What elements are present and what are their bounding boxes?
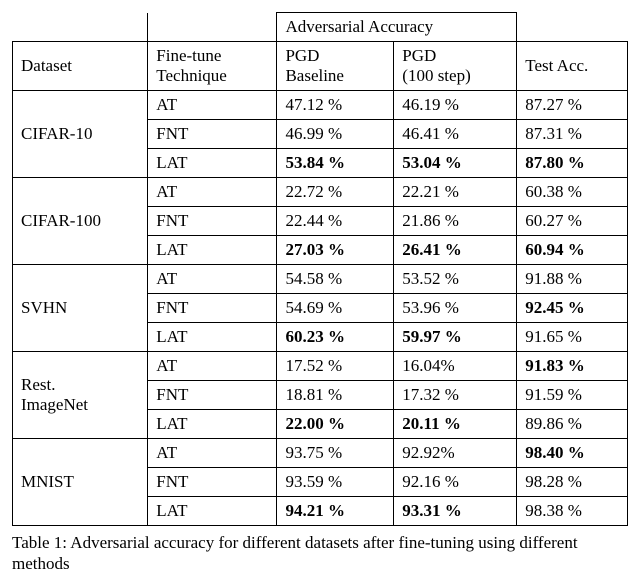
table-row: CIFAR-100AT22.72 %22.21 %60.38 % xyxy=(13,178,628,207)
technique-cell: FNT xyxy=(148,381,277,410)
pgd-baseline-cell: 22.72 % xyxy=(277,178,394,207)
pgd-baseline-cell: 17.52 % xyxy=(277,352,394,381)
pgd-baseline-cell: 93.59 % xyxy=(277,468,394,497)
technique-cell: FNT xyxy=(148,120,277,149)
dataset-name-l1: Rest. xyxy=(21,375,55,394)
technique-cell: FNT xyxy=(148,468,277,497)
test-acc-cell: 92.45 % xyxy=(517,294,628,323)
dataset-name-l2: ImageNet xyxy=(21,395,88,414)
blank-cell xyxy=(148,13,277,42)
test-acc-cell: 89.86 % xyxy=(517,410,628,439)
test-acc-cell: 91.88 % xyxy=(517,265,628,294)
pgd-100-cell: 16.04% xyxy=(394,352,517,381)
finetune-header-l2: Technique xyxy=(156,66,227,85)
technique-cell: AT xyxy=(148,352,277,381)
pgd-baseline-cell: 94.21 % xyxy=(277,497,394,526)
technique-cell: LAT xyxy=(148,323,277,352)
pgd-baseline-cell: 47.12 % xyxy=(277,91,394,120)
test-acc-header: Test Acc. xyxy=(517,42,628,91)
pgd-baseline-cell: 27.03 % xyxy=(277,236,394,265)
pgd-100-cell: 26.41 % xyxy=(394,236,517,265)
pgd-baseline-cell: 22.44 % xyxy=(277,207,394,236)
header-row-1: Adversarial Accuracy xyxy=(13,13,628,42)
pgd-baseline-header-l1: PGD xyxy=(285,46,319,65)
pgd-100-cell: 92.16 % xyxy=(394,468,517,497)
test-acc-cell: 87.80 % xyxy=(517,149,628,178)
pgd-100-cell: 53.04 % xyxy=(394,149,517,178)
test-acc-cell: 60.94 % xyxy=(517,236,628,265)
test-acc-cell: 98.28 % xyxy=(517,468,628,497)
results-table: Adversarial Accuracy Dataset Fine-tune T… xyxy=(12,12,628,526)
dataset-header: Dataset xyxy=(13,42,148,91)
pgd-baseline-cell: 54.69 % xyxy=(277,294,394,323)
pgd-100-cell: 21.86 % xyxy=(394,207,517,236)
pgd-100-header: PGD (100 step) xyxy=(394,42,517,91)
finetune-header: Fine-tune Technique xyxy=(148,42,277,91)
pgd-baseline-cell: 22.00 % xyxy=(277,410,394,439)
pgd-100-cell: 53.52 % xyxy=(394,265,517,294)
test-acc-cell: 98.40 % xyxy=(517,439,628,468)
table-caption: Table 1: Adversarial accuracy for differ… xyxy=(12,532,628,575)
table-row: SVHNAT54.58 %53.52 %91.88 % xyxy=(13,265,628,294)
technique-cell: AT xyxy=(148,265,277,294)
test-acc-cell: 91.65 % xyxy=(517,323,628,352)
header-row-2: Dataset Fine-tune Technique PGD Baseline… xyxy=(13,42,628,91)
dataset-name: Rest.ImageNet xyxy=(13,352,148,439)
table-row: CIFAR-10AT47.12 %46.19 %87.27 % xyxy=(13,91,628,120)
test-acc-cell: 91.59 % xyxy=(517,381,628,410)
pgd-100-cell: 46.19 % xyxy=(394,91,517,120)
test-acc-cell: 87.27 % xyxy=(517,91,628,120)
pgd-100-cell: 93.31 % xyxy=(394,497,517,526)
pgd-baseline-cell: 54.58 % xyxy=(277,265,394,294)
dataset-name: MNIST xyxy=(13,439,148,526)
test-acc-cell: 60.38 % xyxy=(517,178,628,207)
technique-cell: AT xyxy=(148,91,277,120)
pgd-baseline-cell: 18.81 % xyxy=(277,381,394,410)
pgd-100-cell: 46.41 % xyxy=(394,120,517,149)
pgd-100-header-l1: PGD xyxy=(402,46,436,65)
test-acc-cell: 91.83 % xyxy=(517,352,628,381)
adversarial-accuracy-header: Adversarial Accuracy xyxy=(277,13,517,42)
pgd-100-cell: 22.21 % xyxy=(394,178,517,207)
technique-cell: LAT xyxy=(148,236,277,265)
blank-cell xyxy=(13,13,148,42)
pgd-baseline-header-l2: Baseline xyxy=(285,66,344,85)
technique-cell: LAT xyxy=(148,410,277,439)
test-acc-cell: 60.27 % xyxy=(517,207,628,236)
dataset-name: SVHN xyxy=(13,265,148,352)
pgd-100-cell: 53.96 % xyxy=(394,294,517,323)
pgd-100-cell: 17.32 % xyxy=(394,381,517,410)
dataset-name: CIFAR-10 xyxy=(13,91,148,178)
blank-cell xyxy=(517,13,628,42)
pgd-baseline-header: PGD Baseline xyxy=(277,42,394,91)
pgd-100-cell: 59.97 % xyxy=(394,323,517,352)
pgd-baseline-cell: 93.75 % xyxy=(277,439,394,468)
technique-cell: FNT xyxy=(148,207,277,236)
pgd-baseline-cell: 60.23 % xyxy=(277,323,394,352)
pgd-baseline-cell: 46.99 % xyxy=(277,120,394,149)
pgd-100-cell: 92.92% xyxy=(394,439,517,468)
pgd-100-cell: 20.11 % xyxy=(394,410,517,439)
pgd-100-header-l2: (100 step) xyxy=(402,66,470,85)
pgd-baseline-cell: 53.84 % xyxy=(277,149,394,178)
technique-cell: AT xyxy=(148,178,277,207)
test-acc-cell: 87.31 % xyxy=(517,120,628,149)
table-row: MNISTAT93.75 %92.92%98.40 % xyxy=(13,439,628,468)
technique-cell: FNT xyxy=(148,294,277,323)
technique-cell: LAT xyxy=(148,149,277,178)
finetune-header-l1: Fine-tune xyxy=(156,46,221,65)
technique-cell: AT xyxy=(148,439,277,468)
technique-cell: LAT xyxy=(148,497,277,526)
dataset-name: CIFAR-100 xyxy=(13,178,148,265)
test-acc-cell: 98.38 % xyxy=(517,497,628,526)
table-row: Rest.ImageNetAT17.52 %16.04%91.83 % xyxy=(13,352,628,381)
